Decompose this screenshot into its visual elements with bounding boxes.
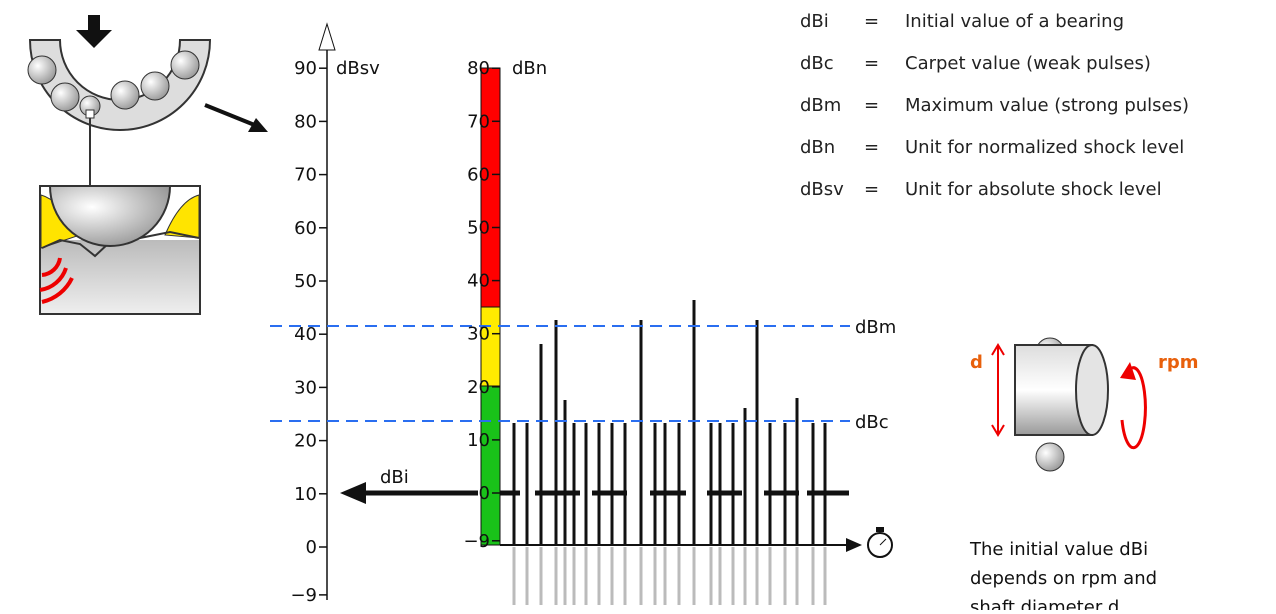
bearing-illustration [27, 15, 268, 315]
tick-label: 70 [294, 165, 317, 186]
tick-label: −9 [290, 585, 317, 606]
dbc-label: dBc [855, 412, 889, 433]
legend-text: Unit for absolute shock level [905, 179, 1162, 200]
tick-label: 10 [467, 430, 490, 451]
legend-eq: = [864, 53, 879, 74]
caption-line: depends on rpm and [970, 568, 1157, 589]
tick-label: 40 [467, 271, 490, 292]
axis-arrow [318, 22, 336, 51]
legend-symbol: dBsv [800, 179, 844, 200]
caption-line: shaft diameter d. [970, 597, 1125, 610]
shaft-bearing [991, 337, 1147, 472]
legend-text: Initial value of a bearing [905, 11, 1124, 32]
tick-label: 40 [294, 324, 317, 345]
legend-eq: = [864, 11, 879, 32]
alert-zone [480, 306, 501, 387]
tick-label: 30 [294, 377, 317, 398]
pulses [500, 300, 849, 605]
tick-label: 60 [467, 164, 490, 185]
legend-text: Unit for normalized shock level [905, 137, 1184, 158]
legend-text: Carpet value (weak pulses) [905, 53, 1151, 74]
stopwatch-icon [867, 527, 893, 558]
dbi-label: dBi [380, 467, 409, 488]
tick-label: 0 [306, 537, 317, 558]
tick-label: 30 [467, 324, 490, 345]
tick-label: 80 [294, 111, 317, 132]
tick-label: 10 [294, 484, 317, 505]
rpm-label: rpm [1158, 352, 1199, 373]
tick-label: 20 [467, 377, 490, 398]
tick-label: 60 [294, 218, 317, 239]
tick-label: 90 [294, 58, 317, 79]
legend-symbol: dBn [800, 137, 835, 158]
legend-symbol: dBi [800, 11, 829, 32]
tick-label: 80 [467, 58, 490, 79]
tick-label: 50 [294, 271, 317, 292]
legend-symbol: dBm [800, 95, 841, 116]
axis-label: dBsv [336, 58, 380, 79]
legend-text: Maximum value (strong pulses) [905, 95, 1189, 116]
tick-label: 70 [467, 111, 490, 132]
axis-label: dBn [512, 58, 547, 79]
axis-arrow [340, 482, 366, 504]
diameter-label: d [970, 352, 983, 373]
legend-symbol: dBc [800, 53, 834, 74]
legend-eq: = [864, 137, 879, 158]
good-zone [480, 385, 501, 546]
legend-eq: = [864, 95, 879, 116]
legend-eq: = [864, 179, 879, 200]
tick-label: 20 [294, 431, 317, 452]
tick-label: 0 [479, 483, 490, 504]
tick-label: 50 [467, 218, 490, 239]
caption: The initial value dBi depends on rpm and s… [969, 539, 1157, 614]
legend: dBi = Initial value of a bearing dBc = Carpet… [800, 11, 1189, 200]
axis-arrow [846, 538, 862, 552]
tick-label: −9 [463, 531, 490, 552]
dbm-label: dBm [855, 317, 896, 338]
caption-line: The initial value dBi [969, 539, 1148, 560]
